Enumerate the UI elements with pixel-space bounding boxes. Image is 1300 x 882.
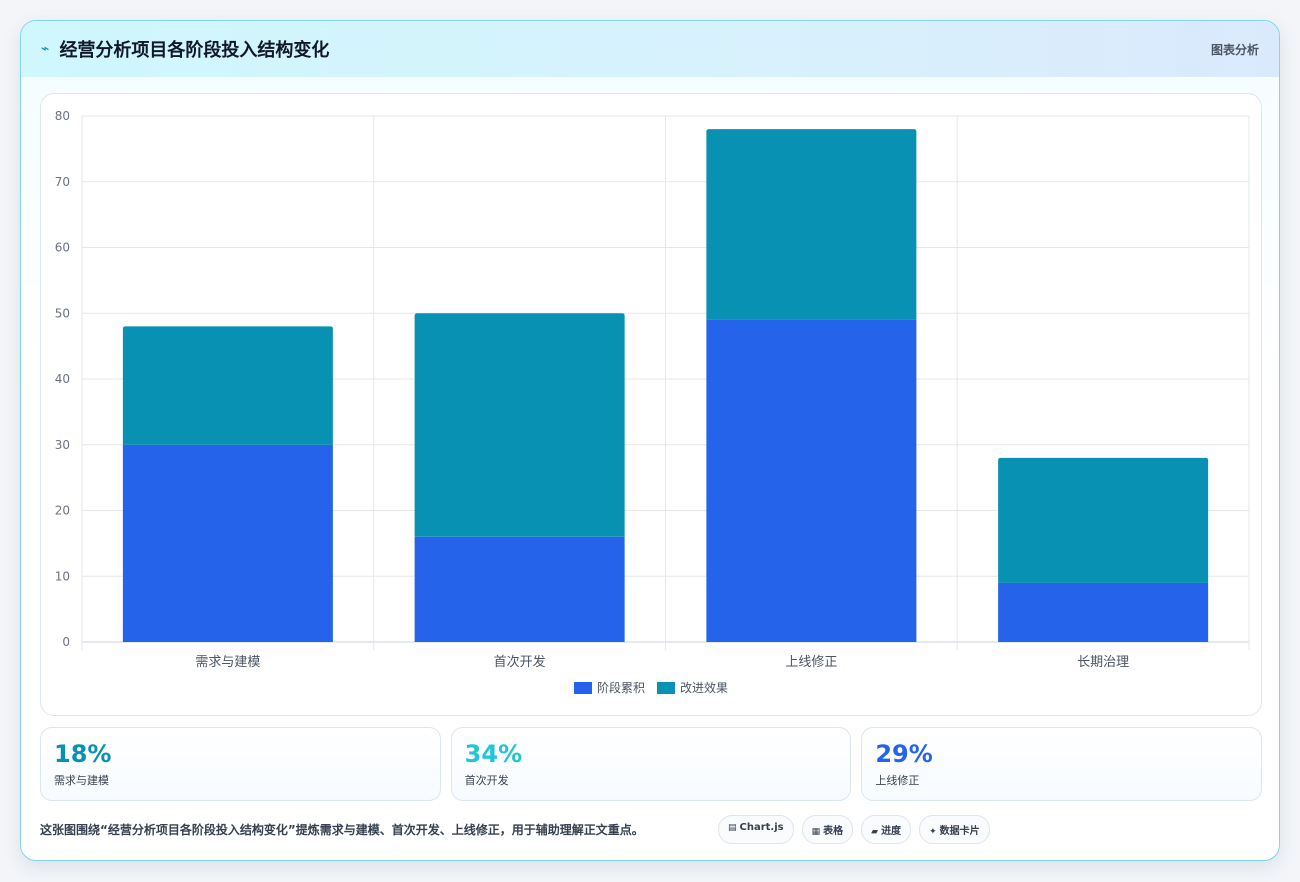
chart-title: 经营分析项目各阶段投入结构变化 [59,40,330,61]
bar-segment[interactable] [998,582,1209,642]
chip-chartjs[interactable]: ▤ Chart.js [718,814,794,844]
stat-card: 18% 需求与建模 [40,727,441,801]
stat-label: 需求与建模 [54,774,109,787]
stat-card: 34% 首次开发 [450,727,852,801]
bar-segment[interactable] [122,444,333,642]
y-tick-label: 20 [55,504,70,518]
y-tick-label: 70 [55,175,70,189]
stat-card: 29% 上线修正 [861,727,1263,801]
chart-area: 0 10 20 30 40 50 60 70 80 需求与建模 首次开发 上线修正 长期治理 阶段累积 … [40,93,1262,716]
legend-label-series-2: 改进效果 [680,681,729,695]
chart-legend: 阶段累积 改进效果 [41,679,1261,696]
chip-label: 数据卡片 [939,825,980,837]
bar-segment[interactable] [998,457,1209,583]
chart-analysis-tag: 图表分析 [1210,42,1259,57]
x-tick-label: 上线修正 [785,655,837,670]
y-tick-label: 80 [55,109,70,123]
bar-segment[interactable] [706,319,917,642]
bar-segment[interactable] [706,129,917,320]
x-tick-label: 需求与建模 [195,655,260,670]
chip-progress[interactable]: ▰ 进度 [861,814,912,844]
chip-label: 进度 [881,825,902,837]
stat-value: 29% [875,740,933,768]
stacked-bar-chart: 0 10 20 30 40 50 60 70 80 需求与建模 首次开发 上线修正 长期治理 [55,109,1250,670]
y-tick-label: 50 [55,306,70,320]
legend-item-series-2[interactable]: 改进效果 [657,679,728,696]
chip-table[interactable]: ▦ 表格 [801,814,854,844]
y-tick-label: 10 [55,569,70,583]
feature-chips: ▤ Chart.js ▦ 表格 ▰ 进度 ✦ 数据卡片 [718,814,990,844]
chip-label: 表格 [823,825,844,837]
legend-item-series-1[interactable]: 阶段累积 [573,679,645,696]
chart-description: 这张图围绕“经营分析项目各阶段投入结构变化”提炼需求与建模、首次开发、上线修正，… [40,822,644,837]
bar-segment[interactable] [122,326,333,445]
progress-icon: ▰ [871,826,879,837]
x-tick-label: 长期治理 [1077,655,1129,670]
stat-value: 34% [464,740,523,768]
legend-swatch-series-1 [573,681,592,694]
bar-segment[interactable] [414,313,625,537]
stat-label: 首次开发 [464,774,509,787]
chart-spark-icon: ⌁ [41,41,50,57]
y-tick-label: 40 [55,372,70,386]
card-header: ⌁ 经营分析项目各阶段投入结构变化 图表分析 [21,21,1279,77]
stat-cards: 18% 需求与建模 34% 首次开发 29% 上线修正 [40,727,1263,801]
sparkle-icon: ✦ [929,826,937,837]
y-tick-label: 30 [55,438,70,452]
stat-label: 上线修正 [875,774,920,787]
chip-data-card[interactable]: ✦ 数据卡片 [919,814,990,844]
chip-label: Chart.js [739,821,784,833]
legend-label-series-1: 阶段累积 [596,681,645,695]
x-tick-label: 首次开发 [494,654,546,670]
y-tick-label: 60 [55,241,70,255]
y-tick-label: 0 [62,635,70,649]
chart-card: ⌁ 经营分析项目各阶段投入结构变化 图表分析 0 10 20 30 40 50 60 70 80… [20,20,1280,861]
legend-swatch-series-2 [657,681,675,694]
card-footer: 这张图围绕“经营分析项目各阶段投入结构变化”提炼需求与建模、首次开发、上线修正，… [40,813,1262,845]
bar-segment[interactable] [414,536,625,642]
stat-value: 18% [54,740,112,768]
chart-icon: ▤ [728,822,737,833]
table-icon: ▦ [811,826,821,837]
